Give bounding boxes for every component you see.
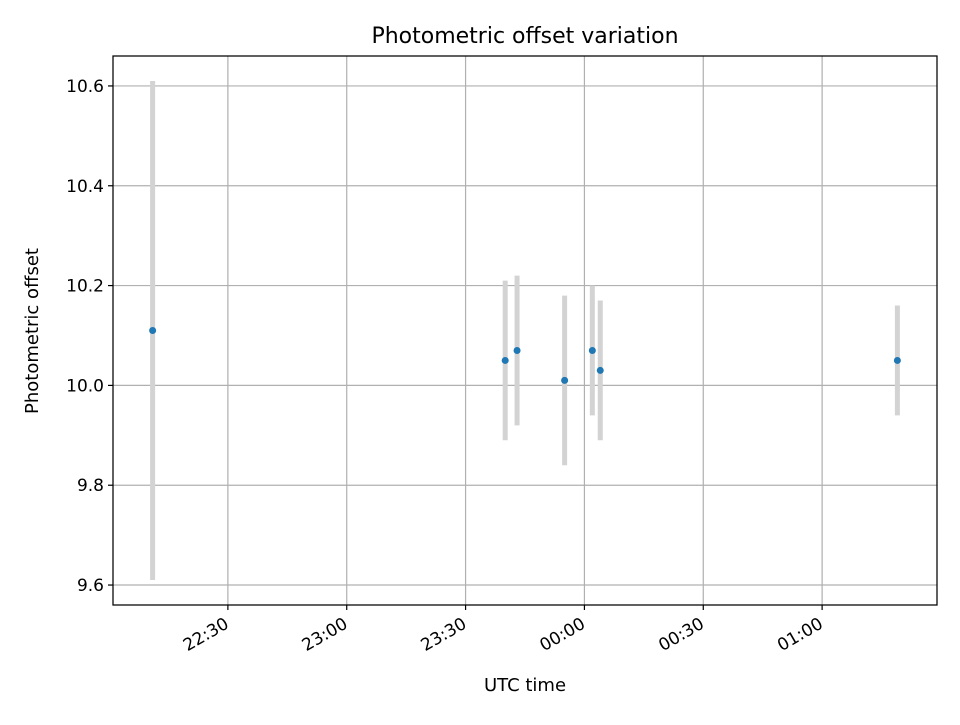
data-point xyxy=(561,376,569,384)
y-tick-label: 10.0 xyxy=(66,376,104,396)
data-point xyxy=(596,366,604,374)
x-axis: 22:30 23:00 23:30 00:00 00:30 01:00 xyxy=(180,605,827,656)
x-tick-label: 00:30 xyxy=(655,614,707,656)
y-tick-label: 10.4 xyxy=(66,177,104,197)
y-tick-label: 9.8 xyxy=(77,476,104,496)
data-point xyxy=(588,346,596,354)
plot-frame xyxy=(112,55,938,606)
data-points xyxy=(149,327,901,384)
y-tick-label: 10.6 xyxy=(66,77,104,97)
x-tick-label: 22:30 xyxy=(180,614,232,656)
data-point xyxy=(149,327,157,334)
y-tick-label: 10.2 xyxy=(66,277,104,297)
grid xyxy=(113,56,937,605)
x-tick-label: 00:00 xyxy=(536,614,588,656)
y-axis-label: Photometric offset xyxy=(22,248,43,414)
data-point xyxy=(513,346,521,354)
x-tick-label: 23:00 xyxy=(299,614,351,656)
y-axis: 9.6 9.8 10.0 10.2 10.4 10.6 xyxy=(66,77,113,596)
data-point xyxy=(893,356,901,364)
x-tick-label: 23:30 xyxy=(418,614,470,656)
chart-title: Photometric offset variation xyxy=(371,24,678,49)
error-bars xyxy=(150,80,900,581)
x-tick-label: 01:00 xyxy=(774,614,826,656)
data-point xyxy=(501,356,509,364)
x-axis-label: UTC time xyxy=(484,675,566,696)
y-tick-label: 9.6 xyxy=(77,576,104,596)
